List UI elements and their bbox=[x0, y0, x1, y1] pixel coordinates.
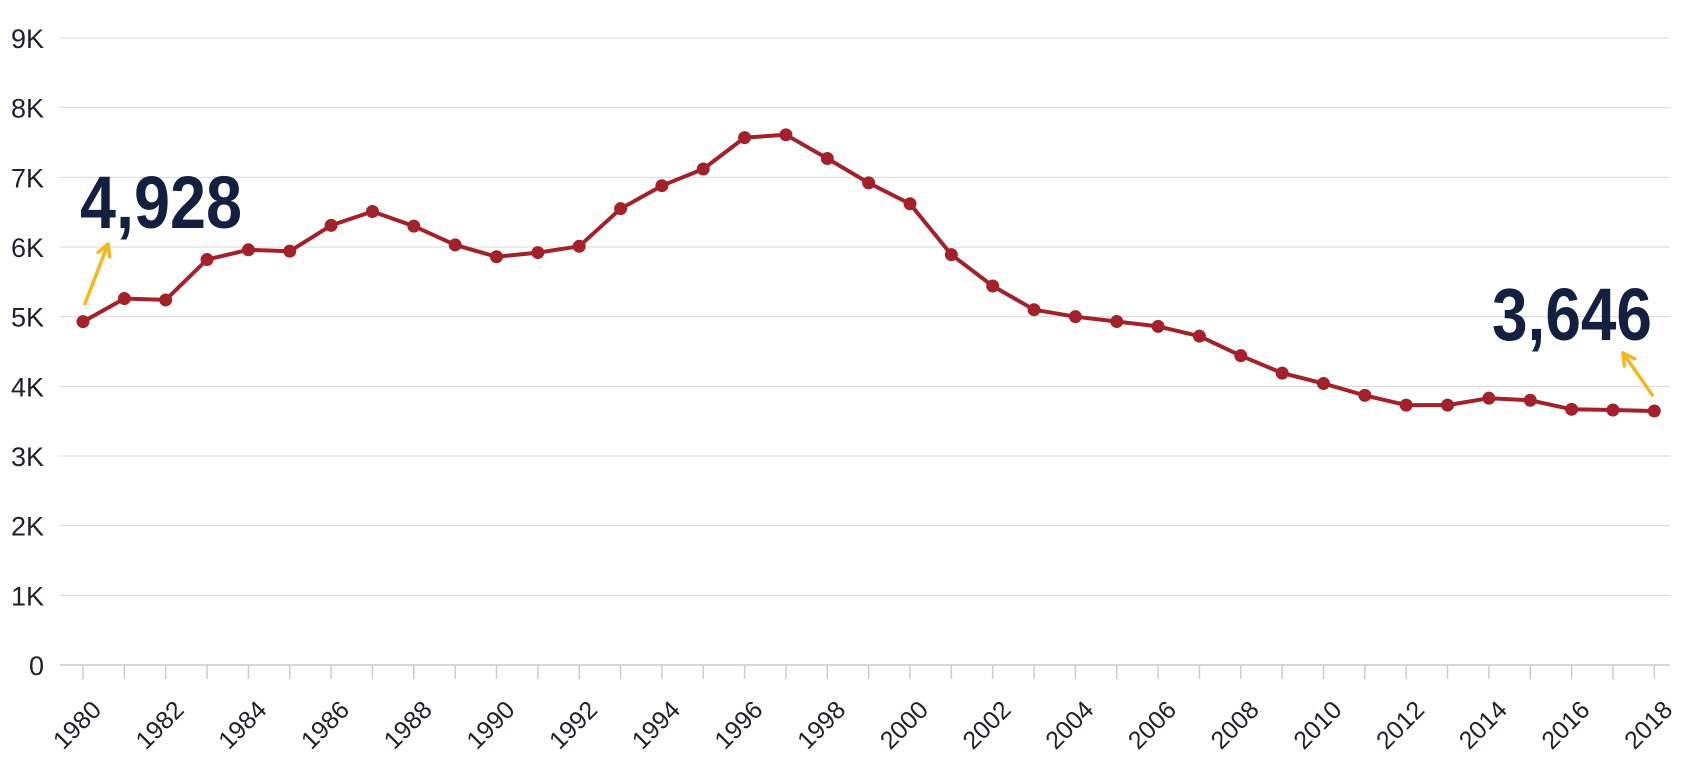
x-tick-2012: 2012 bbox=[1371, 696, 1430, 755]
y-tick-6K: 6K bbox=[11, 233, 44, 263]
data-point-1988 bbox=[407, 219, 421, 233]
data-point-2008 bbox=[1234, 349, 1248, 363]
series-line bbox=[76, 128, 1661, 418]
data-point-2002 bbox=[986, 279, 1000, 293]
x-tick-1986: 1986 bbox=[296, 696, 355, 755]
series-path bbox=[81, 132, 1657, 413]
data-point-2013 bbox=[1441, 398, 1455, 412]
x-tick-2008: 2008 bbox=[1206, 696, 1265, 755]
x-tick-1990: 1990 bbox=[461, 696, 520, 755]
data-point-1980 bbox=[76, 315, 90, 329]
data-point-2007 bbox=[1192, 329, 1206, 343]
data-point-2003 bbox=[1027, 303, 1041, 317]
x-tick-1992: 1992 bbox=[544, 696, 603, 755]
callout-end-label: 3,646 bbox=[1492, 273, 1652, 356]
data-point-1994 bbox=[655, 179, 669, 193]
data-point-2017 bbox=[1606, 403, 1620, 417]
x-tick-2016: 2016 bbox=[1536, 696, 1595, 755]
x-tick-1984: 1984 bbox=[213, 696, 272, 755]
x-tick-1980: 1980 bbox=[48, 696, 107, 755]
data-point-1992 bbox=[572, 239, 586, 253]
callout-end-arrow-shaft bbox=[1621, 351, 1655, 397]
data-point-1990 bbox=[490, 250, 503, 264]
x-tick-2000: 2000 bbox=[875, 696, 934, 755]
data-point-2001 bbox=[944, 248, 958, 262]
data-point-2016 bbox=[1565, 402, 1579, 416]
data-point-2009 bbox=[1275, 366, 1289, 380]
callout-start-label: 4,928 bbox=[80, 161, 242, 244]
x-tick-1982: 1982 bbox=[130, 696, 189, 755]
data-point-1987 bbox=[365, 204, 379, 218]
y-tick-0: 0 bbox=[29, 651, 44, 681]
callout-start-arrow bbox=[83, 242, 112, 306]
callout-end-arrow-head bbox=[1621, 351, 1637, 368]
x-tick-2018: 2018 bbox=[1619, 696, 1678, 755]
data-point-1997 bbox=[779, 128, 793, 142]
callout-start-arrow-head bbox=[96, 242, 112, 259]
x-tick-1988: 1988 bbox=[379, 696, 438, 755]
data-point-1982 bbox=[159, 293, 173, 307]
data-point-1984 bbox=[241, 243, 255, 257]
callouts: 4,928 3,646 bbox=[80, 161, 1655, 397]
x-tick-2014: 2014 bbox=[1454, 696, 1513, 755]
callout-end-arrow bbox=[1621, 351, 1655, 397]
data-point-1981 bbox=[117, 292, 131, 306]
y-axis-ticks: 0 1K 2K 3K 4K 5K 6K 7K 8K 9K bbox=[11, 24, 44, 681]
x-tick-1994: 1994 bbox=[627, 696, 686, 755]
data-point-2004 bbox=[1068, 310, 1082, 324]
y-tick-2K: 2K bbox=[11, 512, 44, 542]
data-point-1995 bbox=[696, 162, 710, 176]
data-point-1986 bbox=[324, 218, 338, 232]
data-point-1996 bbox=[738, 131, 752, 145]
y-tick-9K: 9K bbox=[11, 24, 44, 54]
y-tick-4K: 4K bbox=[11, 372, 44, 402]
x-tick-1998: 1998 bbox=[792, 696, 851, 755]
x-tick-2002: 2002 bbox=[957, 696, 1016, 755]
y-tick-1K: 1K bbox=[11, 581, 44, 611]
y-tick-8K: 8K bbox=[11, 94, 44, 124]
data-point-2006 bbox=[1151, 319, 1165, 333]
data-point-2012 bbox=[1399, 398, 1413, 412]
x-tick-2006: 2006 bbox=[1123, 696, 1182, 755]
data-point-1999 bbox=[862, 176, 876, 190]
data-point-2015 bbox=[1523, 393, 1537, 407]
grid-lines bbox=[60, 37, 1670, 596]
data-point-2010 bbox=[1317, 377, 1330, 391]
x-tick-1996: 1996 bbox=[709, 696, 768, 755]
data-point-1991 bbox=[531, 246, 545, 260]
y-tick-3K: 3K bbox=[11, 442, 44, 472]
data-point-1998 bbox=[820, 152, 834, 166]
x-axis: 1980 1982 1984 1986 1988 1990 1992 1994 1996 1998… bbox=[48, 664, 1678, 755]
data-point-2018 bbox=[1647, 404, 1661, 418]
y-tick-7K: 7K bbox=[11, 163, 44, 193]
data-point-2005 bbox=[1110, 315, 1124, 329]
y-tick-5K: 5K bbox=[11, 303, 44, 333]
x-tick-2004: 2004 bbox=[1040, 696, 1099, 755]
data-point-2011 bbox=[1358, 388, 1372, 402]
data-point-1993 bbox=[614, 202, 628, 216]
data-point-1983 bbox=[200, 253, 214, 267]
x-tick-2010: 2010 bbox=[1288, 696, 1347, 755]
data-point-1985 bbox=[283, 244, 297, 258]
data-point-2014 bbox=[1482, 391, 1496, 405]
data-point-2000 bbox=[903, 197, 917, 211]
data-point-1989 bbox=[448, 238, 462, 252]
callout-start-arrow-shaft bbox=[83, 242, 110, 306]
